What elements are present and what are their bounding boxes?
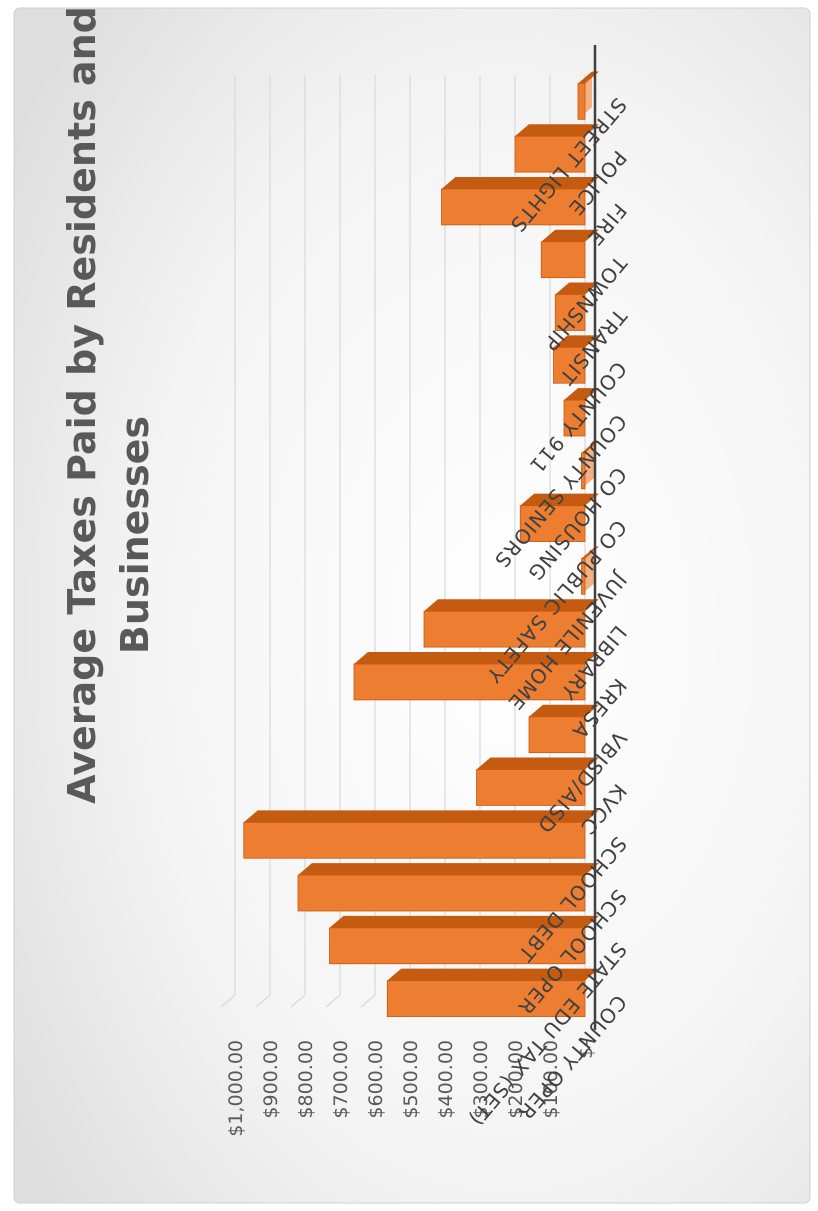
- bar: [353, 652, 599, 701]
- chart-title-line: Businesses: [113, 416, 157, 654]
- y-tick-label: $500.00: [400, 1040, 422, 1119]
- bar-side-face: [520, 493, 599, 506]
- gridline-depth: [255, 994, 271, 1008]
- bar-front-face: [563, 399, 586, 437]
- bar-front-face: [441, 188, 586, 226]
- bar-side-face: [387, 968, 599, 981]
- bar-side-face: [243, 810, 599, 823]
- gridline-depth: [220, 994, 236, 1008]
- bar: [581, 546, 599, 595]
- bar: [386, 968, 599, 1017]
- y-tick-label: $800.00: [295, 1040, 317, 1119]
- bar-side-face: [529, 704, 599, 717]
- bar: [540, 229, 599, 279]
- bar-side-face: [555, 282, 599, 295]
- bar-front-face: [554, 294, 586, 331]
- bar-front-face: [386, 980, 586, 1017]
- bar-front-face: [577, 83, 586, 120]
- bar-front-face: [540, 241, 586, 279]
- bar-front-face: [423, 610, 586, 648]
- bar-side-face: [515, 124, 599, 137]
- bar-front-face: [329, 927, 586, 965]
- chart-title-line: Average Taxes Paid by Residents and: [60, 6, 104, 804]
- bar: [476, 757, 599, 806]
- y-tick-label: $700.00: [330, 1040, 352, 1119]
- bar-front-face: [243, 821, 586, 859]
- bar-side-face: [424, 599, 599, 612]
- y-tick-label: $600.00: [365, 1040, 387, 1119]
- bar-front-face: [519, 505, 586, 542]
- bars: [243, 71, 599, 1017]
- bar-front-face: [528, 716, 586, 754]
- bar-front-face: [353, 663, 586, 701]
- y-tick-label: $300.00: [470, 1040, 492, 1119]
- bar: [297, 863, 599, 912]
- bar-front-face: [476, 769, 586, 806]
- bar: [554, 282, 599, 331]
- bar-side-face: [553, 335, 599, 348]
- bar: [329, 915, 599, 965]
- y-tick-label: $400.00: [435, 1040, 457, 1119]
- y-tick-label: $200.00: [505, 1040, 527, 1119]
- y-tick-label: $-: [575, 1040, 597, 1059]
- y-tick-label: $1,000.00: [225, 1040, 247, 1137]
- bar-front-face: [581, 452, 586, 490]
- bar-side-face: [329, 915, 599, 928]
- bar: [553, 335, 599, 384]
- bar-side-face: [476, 757, 599, 770]
- bar-side-face: [354, 652, 599, 664]
- value-axis-ticks: $- $100.00 $200.00 $300.00 $400.00 $500.00 $60…: [225, 1040, 597, 1137]
- bar: [423, 599, 599, 648]
- bar-front-face: [297, 874, 586, 912]
- chart-background: [13, 7, 811, 1204]
- bar-front-face: [514, 135, 586, 173]
- gridline-depth: [290, 994, 306, 1008]
- bar-side-face: [564, 388, 599, 401]
- bar: [441, 177, 599, 226]
- gridline-depth: [325, 994, 341, 1008]
- bar-front-face: [581, 558, 586, 595]
- bar: [243, 810, 599, 859]
- bar-front-face: [553, 346, 586, 384]
- bar-side-face: [441, 177, 599, 189]
- bar-side-face: [541, 229, 599, 242]
- bar: [514, 124, 599, 173]
- chart-title: Average Taxes Paid by Residents and Busin…: [60, 6, 157, 804]
- bar: [519, 493, 599, 542]
- bar-side-face: [298, 863, 599, 876]
- bar: [563, 388, 599, 437]
- y-tick-label: $900.00: [260, 1040, 282, 1119]
- gridline-depth: [360, 994, 376, 1008]
- bar: [528, 704, 599, 754]
- y-tick-label: $100.00: [540, 1040, 562, 1119]
